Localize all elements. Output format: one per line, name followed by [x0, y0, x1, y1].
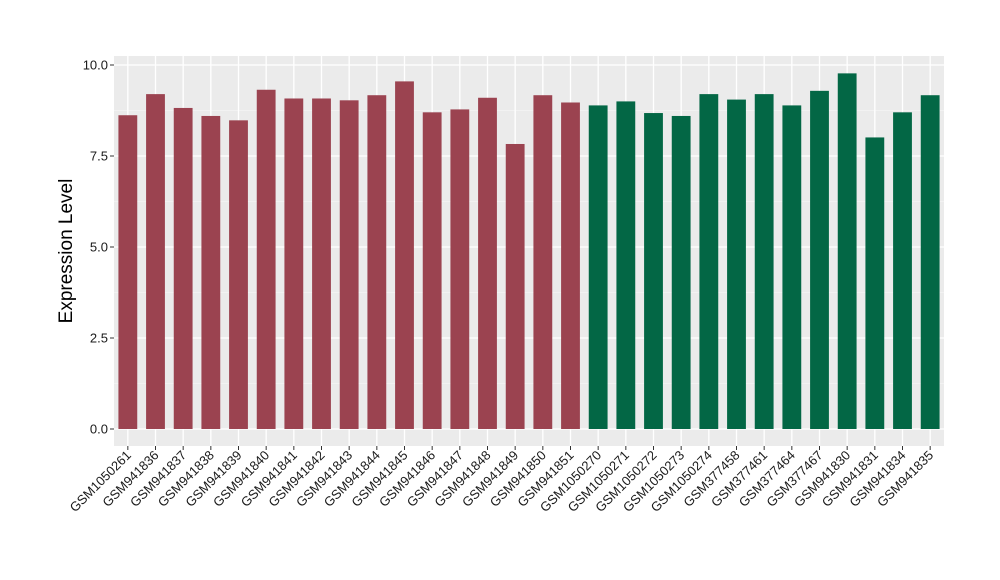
bar-GSM941838 [201, 115, 221, 430]
bar-GSM1050271 [616, 101, 636, 430]
bar-GSM941839 [229, 120, 248, 429]
bar-GSM941843 [339, 100, 359, 430]
y-tick-label: 2.5 [90, 331, 108, 346]
bar-GSM941837 [173, 107, 193, 430]
bar-GSM941851 [561, 102, 580, 429]
bar-GSM1050270 [588, 105, 608, 430]
y-tick-label: 10.0 [83, 58, 108, 73]
bar-GSM941847 [450, 109, 470, 430]
bar-GSM941840 [256, 89, 276, 429]
bar-GSM941830 [837, 73, 857, 429]
bar-GSM941848 [478, 97, 497, 429]
bar-GSM377464 [782, 105, 802, 430]
bar-GSM941845 [395, 81, 414, 429]
bar-GSM941849 [505, 143, 525, 429]
bar-GSM941836 [146, 94, 165, 430]
bar-GSM1050274 [699, 94, 719, 430]
y-tick-label: 5.0 [90, 240, 108, 255]
plot-panel [114, 56, 944, 446]
bar-GSM941841 [284, 98, 304, 429]
bar-GSM377467 [810, 90, 829, 430]
bar-GSM941834 [893, 112, 912, 429]
bar-GSM941835 [920, 95, 940, 429]
bar-GSM941842 [312, 98, 331, 429]
bar-GSM1050273 [671, 115, 691, 430]
bar-GSM377461 [754, 94, 774, 430]
bar-GSM941844 [367, 95, 387, 429]
y-axis-ticks: 0.0 2.5 5.0 7.5 10.0 [83, 58, 114, 437]
y-axis-title: Expression Level [56, 179, 77, 324]
bars [118, 73, 940, 430]
y-tick-label: 0.0 [90, 422, 108, 437]
y-tick-label: 7.5 [90, 149, 108, 164]
bar-GSM941850 [533, 95, 553, 429]
bar-GSM941831 [865, 137, 885, 429]
bar-GSM941846 [422, 112, 442, 429]
bar-GSM377458 [727, 99, 746, 429]
x-axis-ticks: GSM1050261GSM941836GSM941837GSM941838GSM… [67, 446, 936, 515]
bar-GSM1050272 [644, 113, 663, 429]
bar-GSM1050261 [118, 115, 138, 430]
